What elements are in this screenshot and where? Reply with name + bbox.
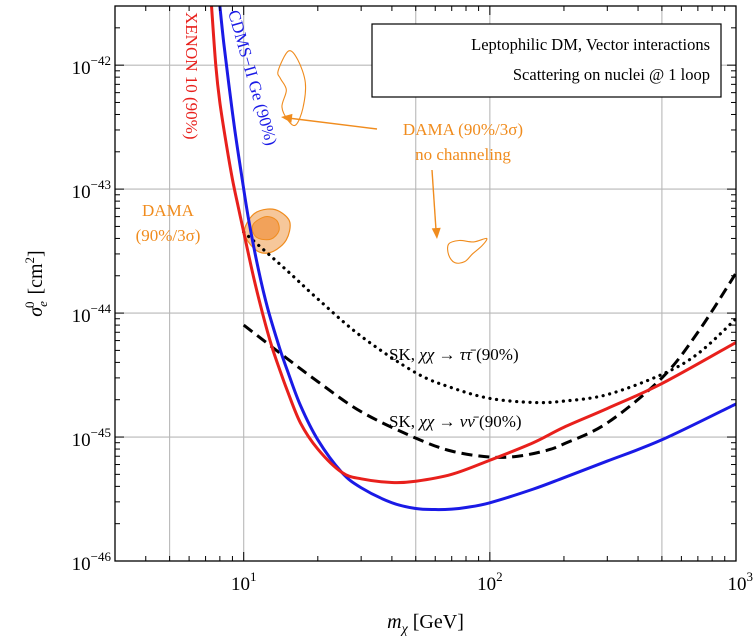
sk-tau-label: SK, χχ → ττ̄ (90%) — [389, 345, 519, 364]
legend-line-2: Scattering on nuclei @ 1 loop — [513, 65, 710, 84]
series-lines — [210, 6, 736, 512]
dama-nochanneling-region-high — [447, 237, 488, 264]
x-axis-label: mχ [GeV] — [387, 611, 464, 636]
y-tick-label: 10−44 — [72, 301, 112, 327]
xenon-label: XENON 10 (90%) — [182, 12, 201, 139]
x-tick-label: 101 — [231, 569, 257, 595]
dama-label-line1: DAMA — [142, 201, 195, 220]
cdms-label: CDMS−II Ge (90%) — [224, 8, 281, 148]
plot-frame — [114, 5, 737, 562]
dama-arrow-left-head — [281, 113, 293, 123]
y-tick-label: 10−45 — [72, 425, 111, 451]
dama-regions — [243, 50, 488, 264]
tick-labels: 101 102 103 10−42 10−43 10−44 10−45 10−46 — [72, 53, 753, 595]
y-tick-label: 10−42 — [72, 53, 111, 79]
x-tick-label: 103 — [728, 569, 753, 595]
dama-arrow-down-shaft — [431, 169, 437, 231]
legend-box: Leptophilic DM, Vector interactions Scatt… — [371, 23, 722, 98]
series-line-2 — [242, 230, 736, 405]
axis-labels: mχ [GeV] σe0 [cm2] — [22, 250, 464, 636]
dama-arrow-down-head — [431, 227, 441, 239]
sk-nu-label: SK, χχ → νν̄ (90%) — [389, 412, 522, 431]
dama-nochanneling-label-line1: DAMA (90%/3σ) — [403, 120, 523, 139]
y-tick-label: 10−43 — [72, 177, 111, 203]
series-line-3 — [242, 272, 736, 459]
dama-label-line2: (90%/3σ) — [136, 226, 201, 245]
legend-frame — [371, 23, 722, 98]
series-line-0 — [210, 6, 736, 485]
y-axis-label: σe0 [cm2] — [22, 250, 50, 316]
x-tick-label: 102 — [477, 569, 503, 595]
dama-region-inner — [251, 216, 280, 241]
dama-nochanneling-label-line2: no channeling — [415, 145, 511, 164]
legend-line-1: Leptophilic DM, Vector interactions — [471, 35, 710, 54]
y-tick-label: 10−46 — [72, 549, 112, 575]
dama-arrow-left-shaft — [287, 117, 378, 130]
dama-nochanneling-region-low — [277, 50, 307, 127]
plot-border — [114, 5, 737, 562]
